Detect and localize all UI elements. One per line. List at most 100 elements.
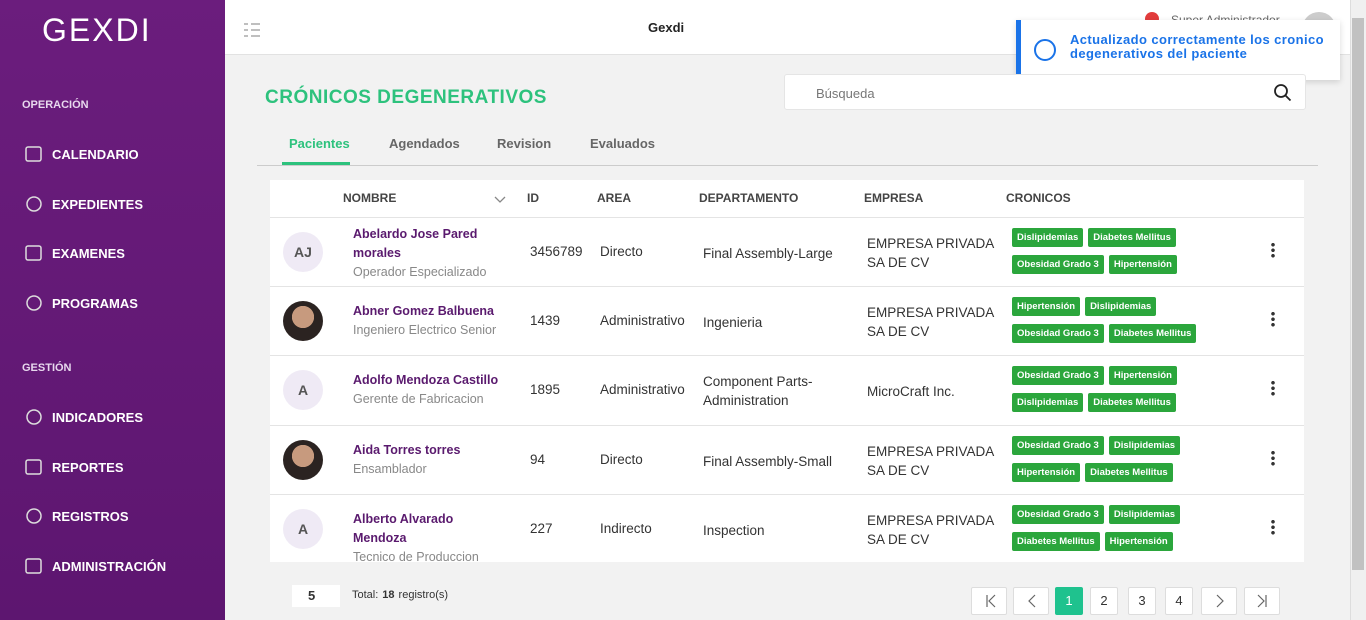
icon-shape: [26, 195, 42, 212]
tab[interactable]: Agendados: [389, 136, 460, 151]
patient-name[interactable]: Abelardo Jose Pared morales: [353, 227, 478, 260]
nav-item[interactable]: ADMINISTRACIÓN: [52, 558, 167, 574]
patient-id: 1439: [530, 313, 561, 329]
next-page[interactable]: [1201, 587, 1237, 615]
name-cell: Adolfo Mendoza Castillo Gerente de Fabric…: [353, 371, 503, 408]
chronic-chip: Hipertensión: [1108, 366, 1177, 386]
icon-shape: [25, 245, 42, 261]
patient-id: 94: [530, 451, 546, 467]
icon-shape: [1284, 94, 1292, 102]
page-title: CRÓNICOS DEGENERATIVOS: [265, 87, 547, 108]
chronic-chip: Obesidad Grado 3: [1012, 255, 1104, 274]
tab-indicator: [282, 162, 350, 165]
nav-item[interactable]: PROGRAMAS: [52, 295, 138, 311]
patient-name[interactable]: Aida Torres torres: [353, 442, 461, 457]
first-page[interactable]: [971, 587, 1007, 615]
column-header: DEPARTAMENTO: [699, 191, 799, 205]
patient-id: 3456789: [530, 244, 583, 259]
icon-shape: [26, 294, 42, 311]
icon: [25, 146, 42, 162]
chronic-chip: Hipertensión: [1012, 297, 1081, 317]
patient-id: 1895: [530, 382, 561, 398]
nav-item[interactable]: REGISTROS: [52, 509, 129, 524]
column-header: ID: [527, 191, 539, 205]
patient-role: Gerente de Fabricacion: [353, 392, 484, 407]
chronic-chip: Dislipidemias: [1108, 435, 1181, 455]
tab[interactable]: Pacientes: [289, 136, 350, 151]
page-button[interactable]: 3: [1128, 587, 1156, 615]
sidebar: GEXDI OPERACIÓN CALENDARIO EXPEDIENTES EXAME…: [0, 0, 225, 620]
patient-company: MicroCraft Inc.: [867, 384, 955, 400]
row-menu[interactable]: [1271, 518, 1275, 535]
page-button[interactable]: 1: [1055, 587, 1083, 615]
patient-name[interactable]: Alberto Alvarado Mendoza: [353, 511, 454, 545]
icon: [25, 245, 42, 261]
chronic-list: Obesidad Grado 3 Dislipidemias Hipertensió…: [1012, 435, 1212, 482]
chronic-chip: Diabetes Mellitus: [1085, 462, 1173, 482]
app-title: Gexdi: [648, 20, 685, 35]
tab[interactable]: Revision: [497, 136, 552, 151]
icon-shape: [1216, 594, 1224, 608]
patient-area: Directo: [600, 451, 643, 467]
chronic-chip: Hipertensión: [1104, 531, 1173, 551]
search[interactable]: Búsqueda: [784, 74, 1306, 110]
page-size[interactable]: 5: [292, 585, 340, 607]
patient-company: EMPRESA PRIVADA SA DE CV: [867, 305, 994, 340]
table-row: Aida Torres torres Ensamblador 94 Directo Fi…: [270, 424, 1304, 494]
nav-item[interactable]: EXPEDIENTES: [52, 196, 144, 212]
nav-item[interactable]: REPORTES: [52, 459, 124, 475]
icon: [1216, 594, 1224, 608]
patient-area: Directo: [600, 244, 643, 259]
icon-shape: [494, 196, 506, 203]
total: Total: 18 registro(s): [352, 589, 452, 601]
toast-message: Actualizado correctamente los cronico de…: [1070, 32, 1324, 61]
row-menu[interactable]: [1271, 449, 1275, 466]
nav-item[interactable]: INDICADORES: [52, 410, 144, 425]
icon-shape: [1274, 84, 1288, 98]
tab-separator: [257, 165, 1318, 166]
table: NOMBRE ID AREA DEPARTAMENTO EMPRESA CRONICOS A…: [270, 180, 1304, 564]
column-header: NOMBRE: [343, 191, 397, 205]
row-menu[interactable]: [1271, 311, 1275, 328]
page-button[interactable]: 2: [1090, 587, 1118, 615]
prev-page[interactable]: [1013, 587, 1049, 615]
icon: [1257, 594, 1267, 608]
patient-company: EMPRESA PRIVADA SA DE CV: [867, 443, 994, 478]
total-part: Total:: [352, 589, 379, 601]
icon-shape: [1028, 594, 1036, 608]
icon: [26, 294, 42, 311]
icon-shape: [25, 458, 42, 475]
total-part: 18: [382, 589, 395, 601]
patient-area: Administrativo: [600, 313, 685, 329]
row-menu[interactable]: [1271, 242, 1275, 258]
chronic-chip: Obesidad Grado 3: [1012, 366, 1104, 386]
table-row: AJ Abelardo Jose Pared morales Operador Es…: [270, 217, 1304, 286]
toast: Actualizado correctamente los cronico de…: [1016, 20, 1340, 80]
tab[interactable]: Evaluados: [590, 136, 656, 151]
avatar: A: [283, 370, 323, 411]
table-row: A Adolfo Mendoza Castillo Gerente de Fabri…: [270, 355, 1304, 424]
nav-item[interactable]: CALENDARIO: [52, 147, 139, 162]
avatar: A: [283, 508, 323, 549]
icon: [26, 508, 42, 524]
page-button[interactable]: 4: [1165, 587, 1193, 615]
last-page[interactable]: [1244, 587, 1280, 615]
icon: [1028, 594, 1036, 608]
page-size-value: 5: [308, 588, 316, 603]
chronic-list: Obesidad Grado 3 Dislipidemias Diabetes Me…: [1012, 504, 1212, 551]
patient-name[interactable]: Adolfo Mendoza Castillo: [353, 373, 499, 388]
table-row: A Alberto Alvarado Mendoza Tecnico de Prod…: [270, 493, 1304, 564]
chronic-chip: Dislipidemias: [1012, 228, 1084, 247]
nav-item[interactable]: EXAMENES: [52, 246, 125, 261]
patient-role: Ensamblador: [353, 461, 427, 476]
total-part: registro(s): [398, 589, 449, 601]
chronic-chip: Obesidad Grado 3: [1012, 504, 1104, 524]
column-header: CRONICOS: [1006, 191, 1071, 205]
icon-shape: [986, 594, 996, 608]
icon: [986, 594, 996, 608]
icon-shape: [26, 409, 42, 425]
row-menu[interactable]: [1271, 380, 1275, 397]
name-cell: Aida Torres torres Ensamblador: [353, 441, 503, 478]
patient-name[interactable]: Abner Gomez Balbuena: [353, 304, 494, 319]
